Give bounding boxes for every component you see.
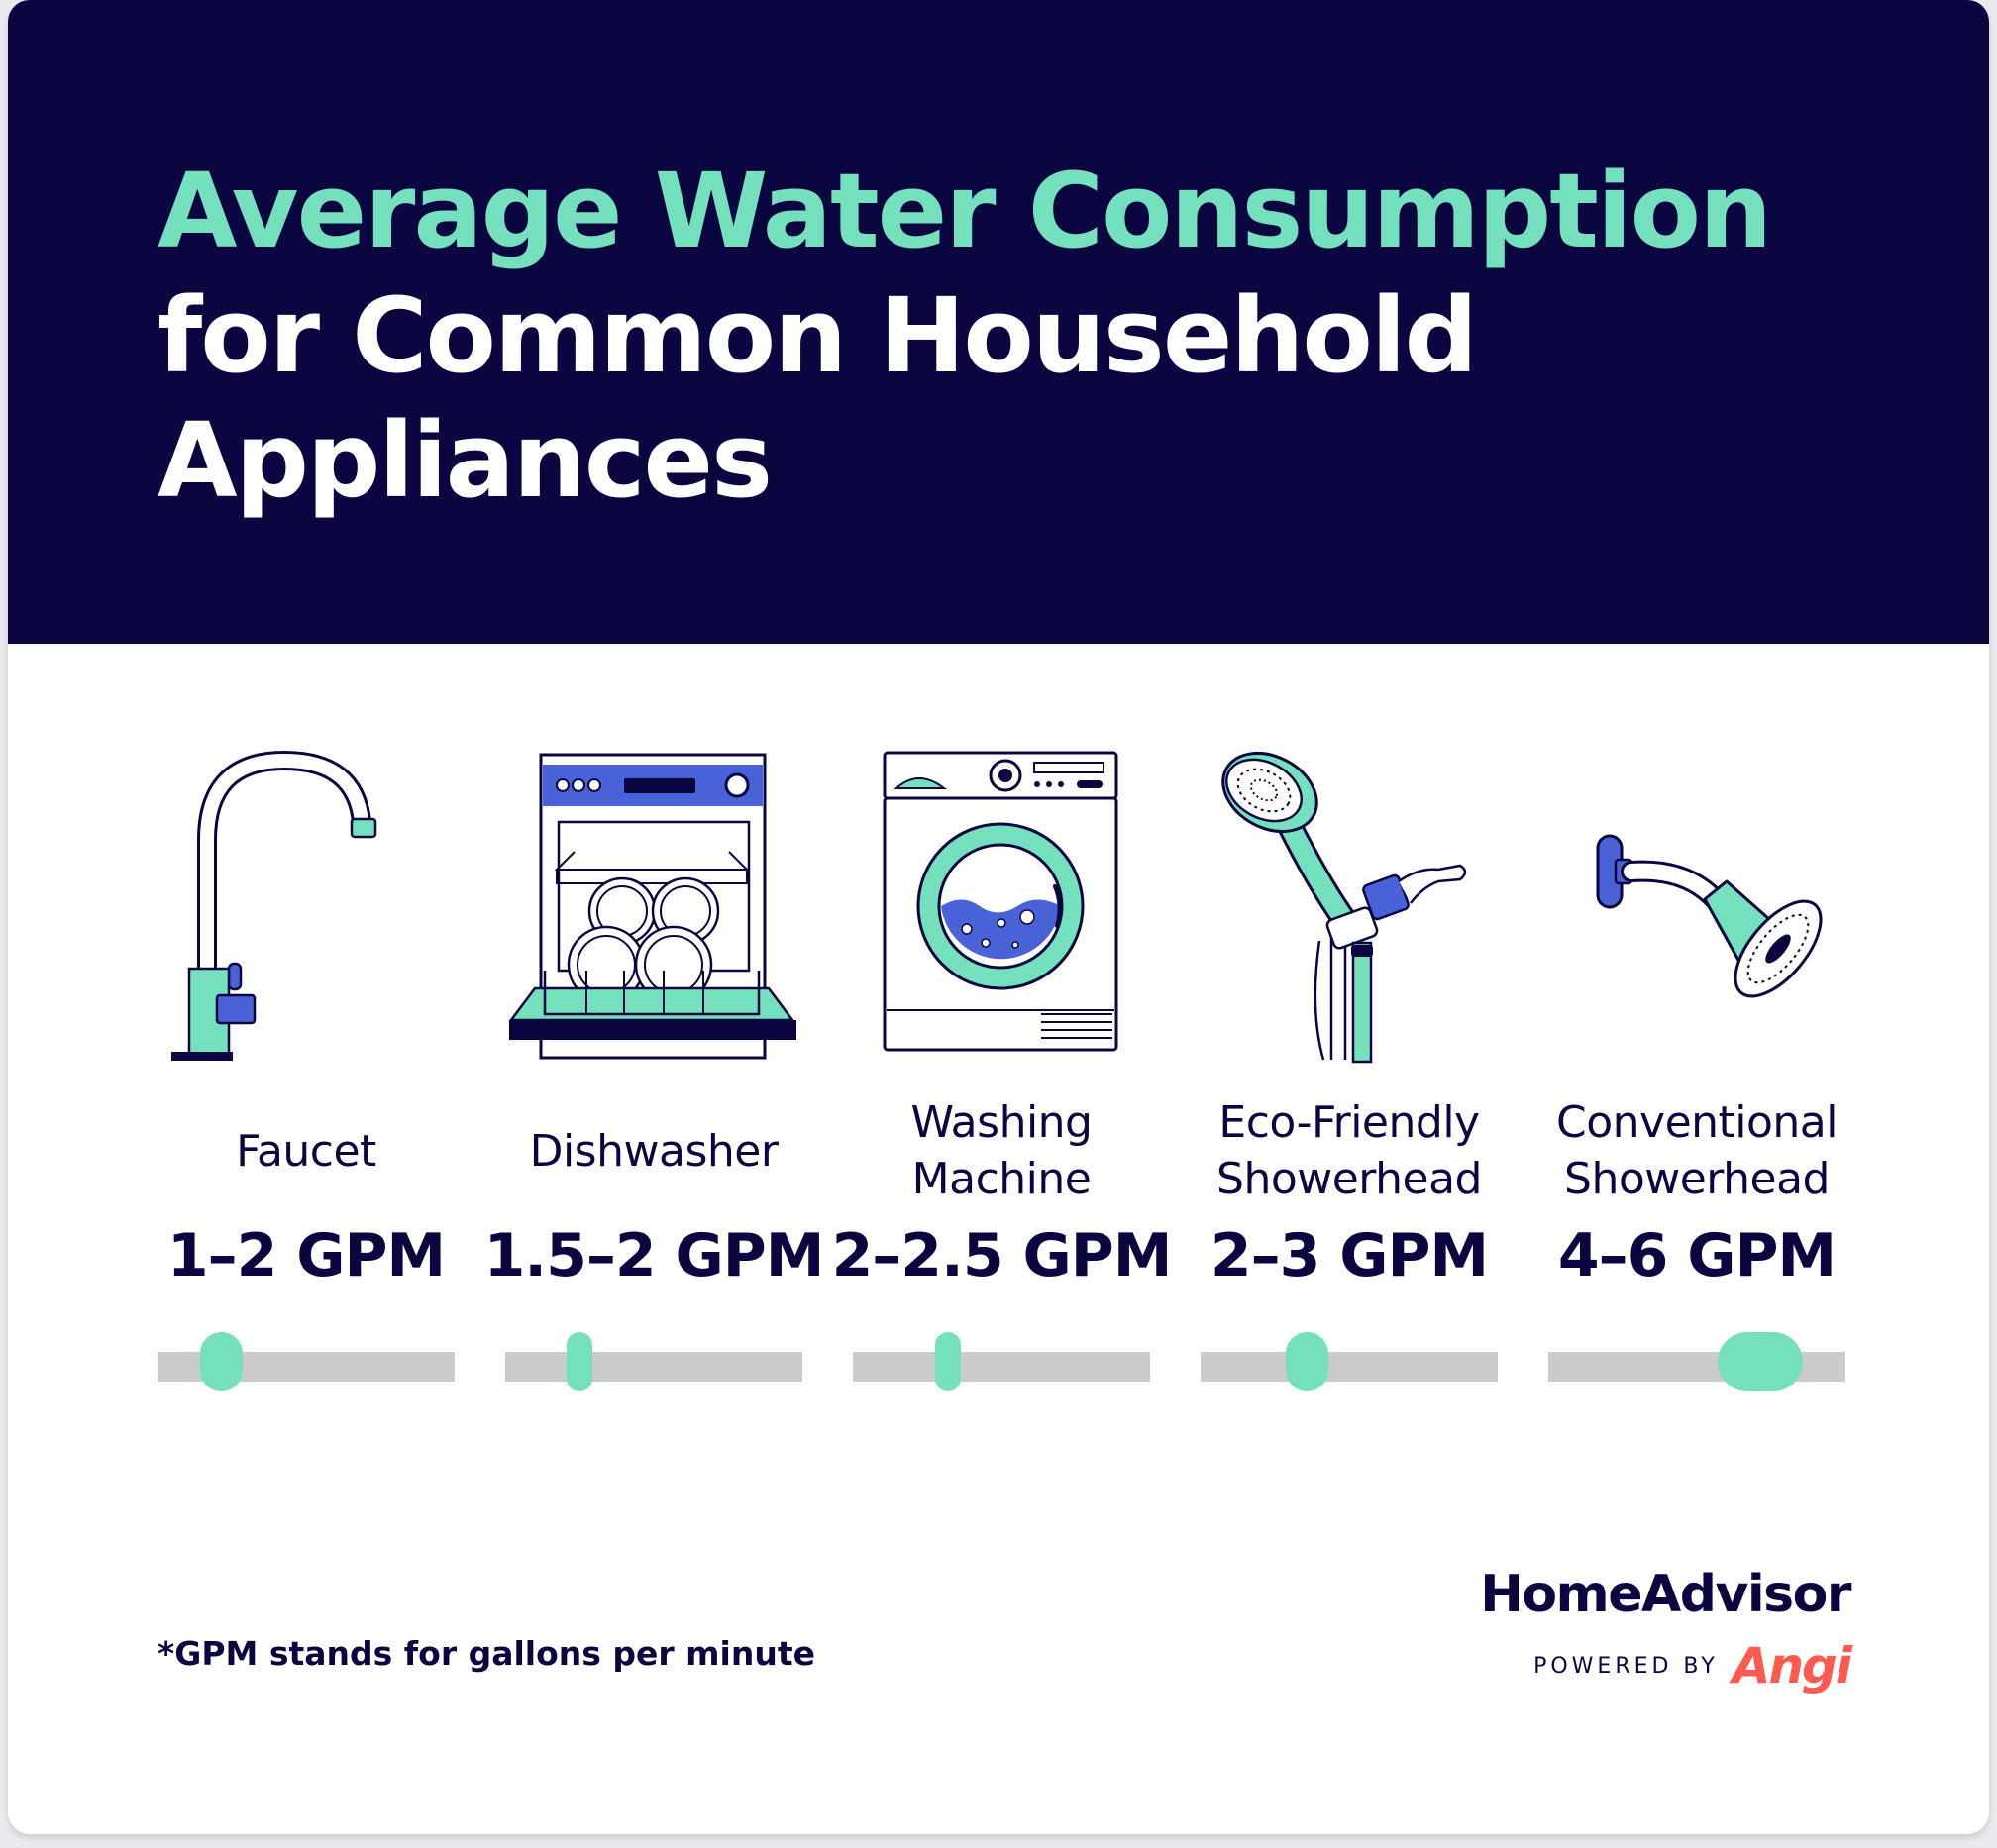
appliance-faucet: Faucet 1–2 GPM — [158, 733, 455, 1426]
infographic-card: Average Water Consumption for Common Hou… — [8, 0, 1989, 1834]
appliance-conventional-showerhead: Conventional Showerhead 4–6 GPM — [1548, 733, 1845, 1426]
powered-by-line: POWERED BY Angi — [1494, 1636, 1852, 1695]
appliance-label: Eco-Friendly Showerhead — [1216, 1097, 1482, 1204]
handheld-showerhead-icon — [1201, 733, 1498, 1070]
header-banner: Average Water Consumption for Common Hou… — [8, 0, 1989, 644]
appliance-rate: 2–2.5 GPM — [831, 1221, 1173, 1290]
appliance-label: Conventional Showerhead — [1556, 1097, 1839, 1204]
appliance-washing-machine: Washing Machine 2–2.5 GPM — [832, 733, 1172, 1426]
angi-logo: Angi — [1732, 1637, 1852, 1694]
appliance-label: Faucet — [236, 1125, 376, 1177]
range-marker — [567, 1332, 592, 1391]
appliance-rate: 1–2 GPM — [166, 1221, 446, 1290]
title-line-3: Appliances — [158, 400, 773, 521]
dishwasher-icon — [505, 733, 802, 1070]
range-track — [505, 1352, 802, 1382]
title-line-2: for Common Household — [158, 275, 1478, 396]
range-marker — [1718, 1332, 1804, 1391]
powered-by-text: POWERED BY — [1533, 1653, 1719, 1679]
page-title: Average Water Consumption for Common Hou… — [158, 149, 1901, 523]
appliance-label: Washing Machine — [910, 1097, 1093, 1204]
appliance-dishwasher: Dishwasher 1.5–2 GPM — [484, 733, 824, 1426]
appliance-rate: 4–6 GPM — [1557, 1221, 1837, 1290]
range-marker — [935, 1332, 962, 1391]
range-track — [1201, 1352, 1498, 1382]
washing-machine-icon — [853, 733, 1150, 1070]
range-marker — [199, 1332, 243, 1391]
fixed-showerhead-icon — [1548, 733, 1845, 1070]
footnote: *GPM stands for gallons per minute — [158, 1634, 815, 1673]
appliance-label: Dishwasher — [529, 1125, 779, 1177]
homeadvisor-logo: HomeAdvisor — [1480, 1565, 1851, 1624]
range-track — [853, 1352, 1150, 1382]
title-line-1: Average Water Consumption — [158, 151, 1772, 271]
appliance-eco-friendly-showerhead: Eco-Friendly Showerhead 2–3 GPM — [1201, 733, 1498, 1426]
appliance-rate: 2–3 GPM — [1209, 1221, 1489, 1290]
faucet-icon — [158, 733, 455, 1070]
appliance-rate: 1.5–2 GPM — [483, 1221, 825, 1290]
range-marker — [1285, 1332, 1328, 1391]
